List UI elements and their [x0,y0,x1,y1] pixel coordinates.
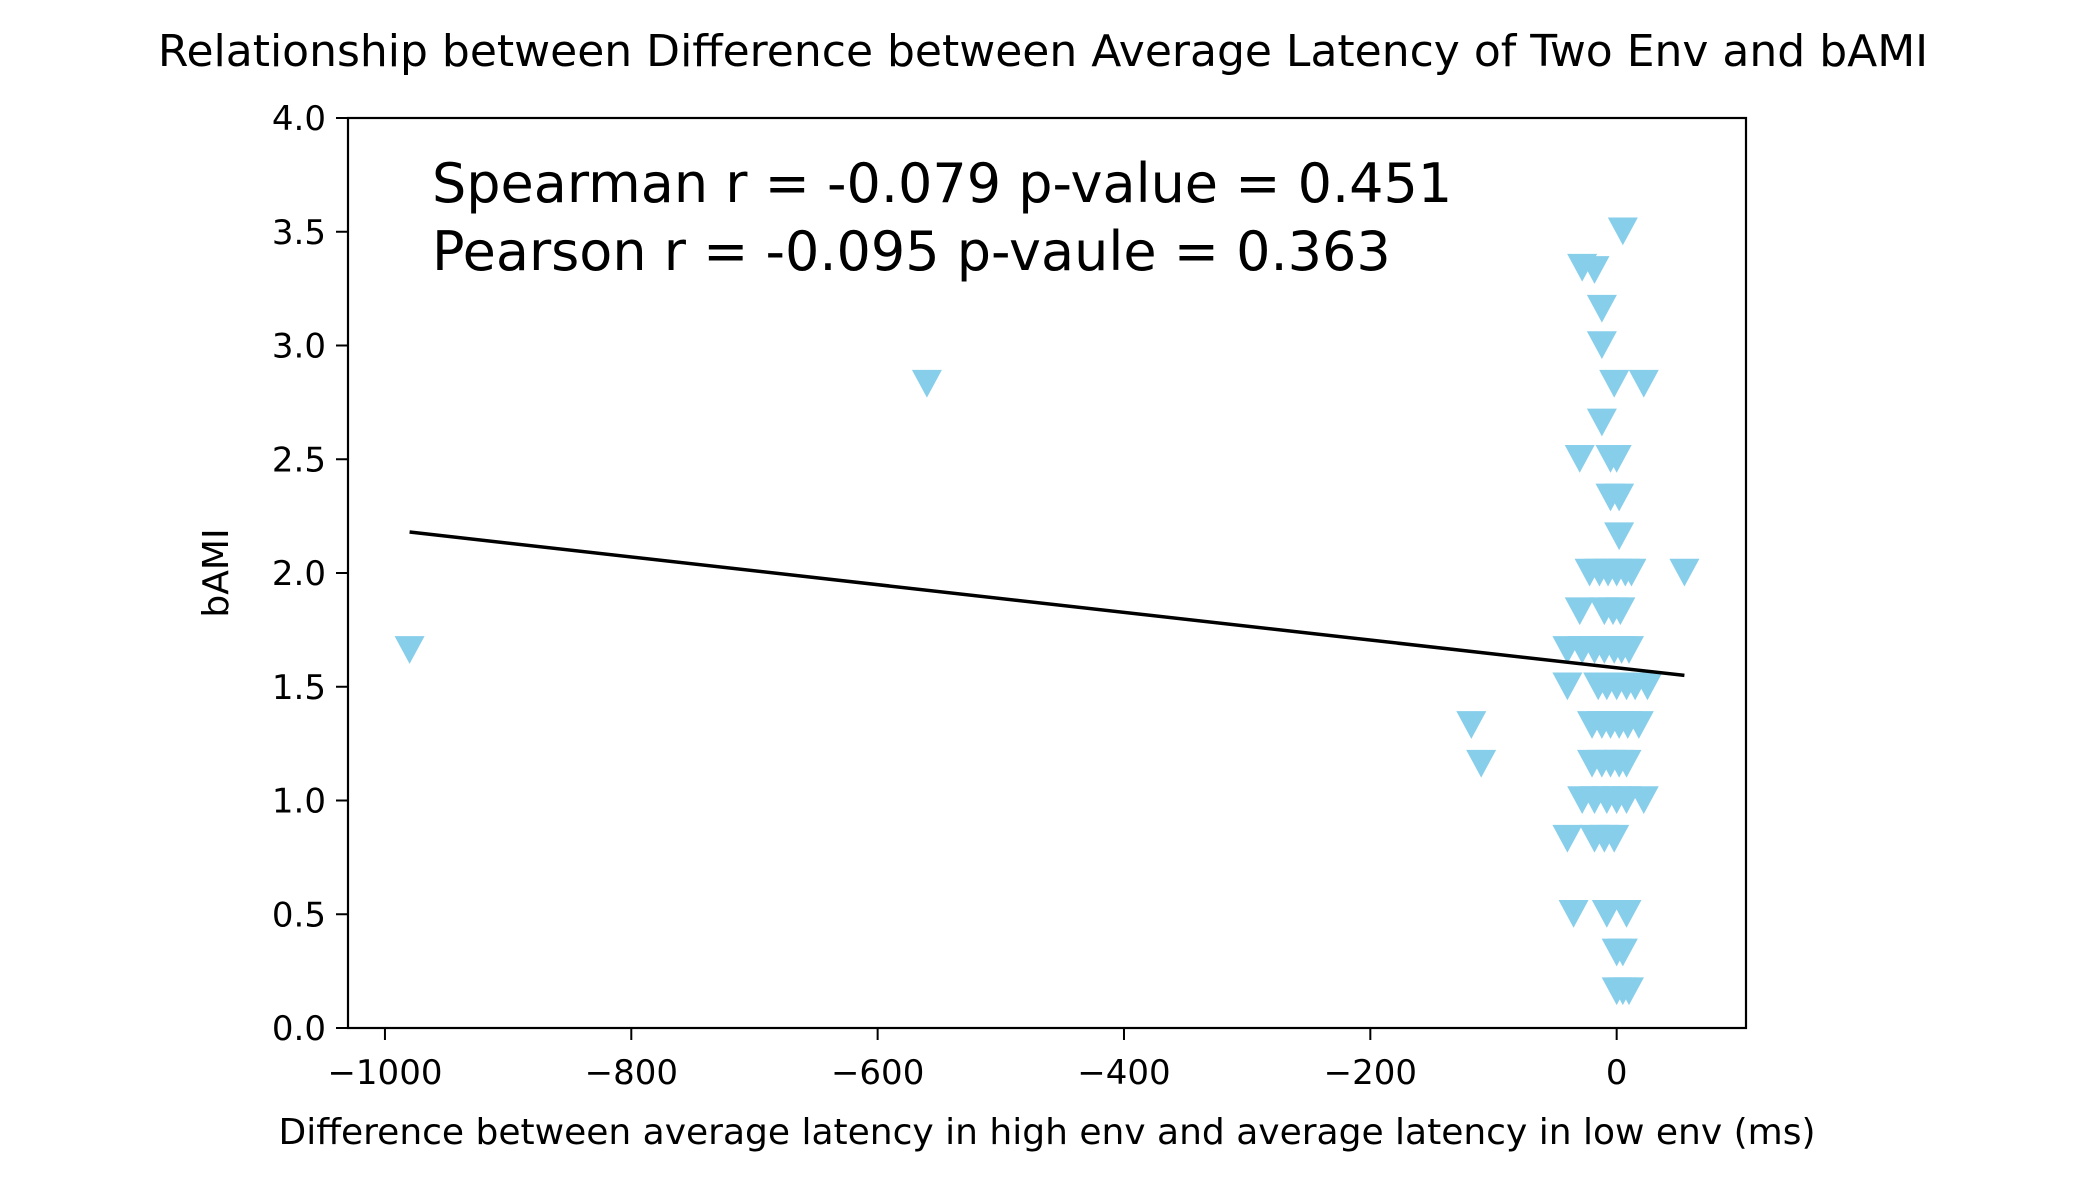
y-tick-label: 3.5 [272,213,326,253]
data-point [1632,672,1663,701]
data-point [1611,899,1642,928]
data-point [1628,786,1659,814]
chart-title: Relationship between Difference between … [158,26,1928,77]
data-point [1552,672,1583,701]
data-point [1586,294,1617,323]
data-point [1604,483,1635,512]
axes-layer: −1000 −800 −600 −400 −200 0 0.0 0.5 1.0 1.5 2.0 2.5… [272,99,1628,1093]
data-point [1628,369,1659,398]
data-point [1669,558,1700,587]
y-tick-label: 1.0 [272,782,326,822]
data-point [1579,256,1610,284]
x-tick-label: −200 [1324,1053,1417,1093]
x-tick-label: −600 [831,1053,924,1093]
data-point [1599,824,1630,853]
data-point [1613,977,1644,1006]
y-tick-label: 2.0 [272,554,326,594]
data-point [1607,217,1638,246]
data-point [1564,444,1595,473]
data-point [1558,899,1589,928]
data-point [1586,408,1617,437]
pearson-annotation: Pearson r = -0.095 p-vaule = 0.363 [432,220,1391,283]
data-point [1604,522,1635,551]
y-tick-label: 4.0 [272,99,326,139]
x-tick-label: −800 [585,1053,678,1093]
x-tick-label: −1000 [327,1053,442,1093]
data-point [1552,824,1583,853]
data-point [1616,558,1647,587]
marks-layer [394,217,1700,1006]
y-tick-label: 0.5 [272,895,326,935]
data-point [394,636,425,664]
data-point [1564,597,1595,626]
data-point [1605,597,1636,626]
data-point [1591,899,1622,928]
data-point [1456,711,1487,739]
regression-line [409,530,1685,678]
y-axis-label: bAMI [196,528,237,617]
y-tick-label: 2.5 [272,440,326,480]
data-point [1586,331,1617,359]
data-point [1607,938,1638,967]
data-point [911,369,942,398]
data-point [1623,711,1654,739]
data-point [1613,636,1644,664]
data-point [1611,749,1642,778]
y-tick-label: 0.0 [272,1009,326,1049]
data-point [1601,444,1632,473]
x-axis-label: Difference between average latency in hi… [278,1112,1815,1153]
data-point [1599,369,1630,398]
data-point [1466,749,1497,778]
x-tick-label: −400 [1077,1053,1170,1093]
y-tick-label: 1.5 [272,668,326,708]
y-tick-label: 3.0 [272,327,326,367]
spearman-annotation: Spearman r = -0.079 p-value = 0.451 [432,152,1452,215]
x-tick-label: 0 [1606,1053,1628,1093]
